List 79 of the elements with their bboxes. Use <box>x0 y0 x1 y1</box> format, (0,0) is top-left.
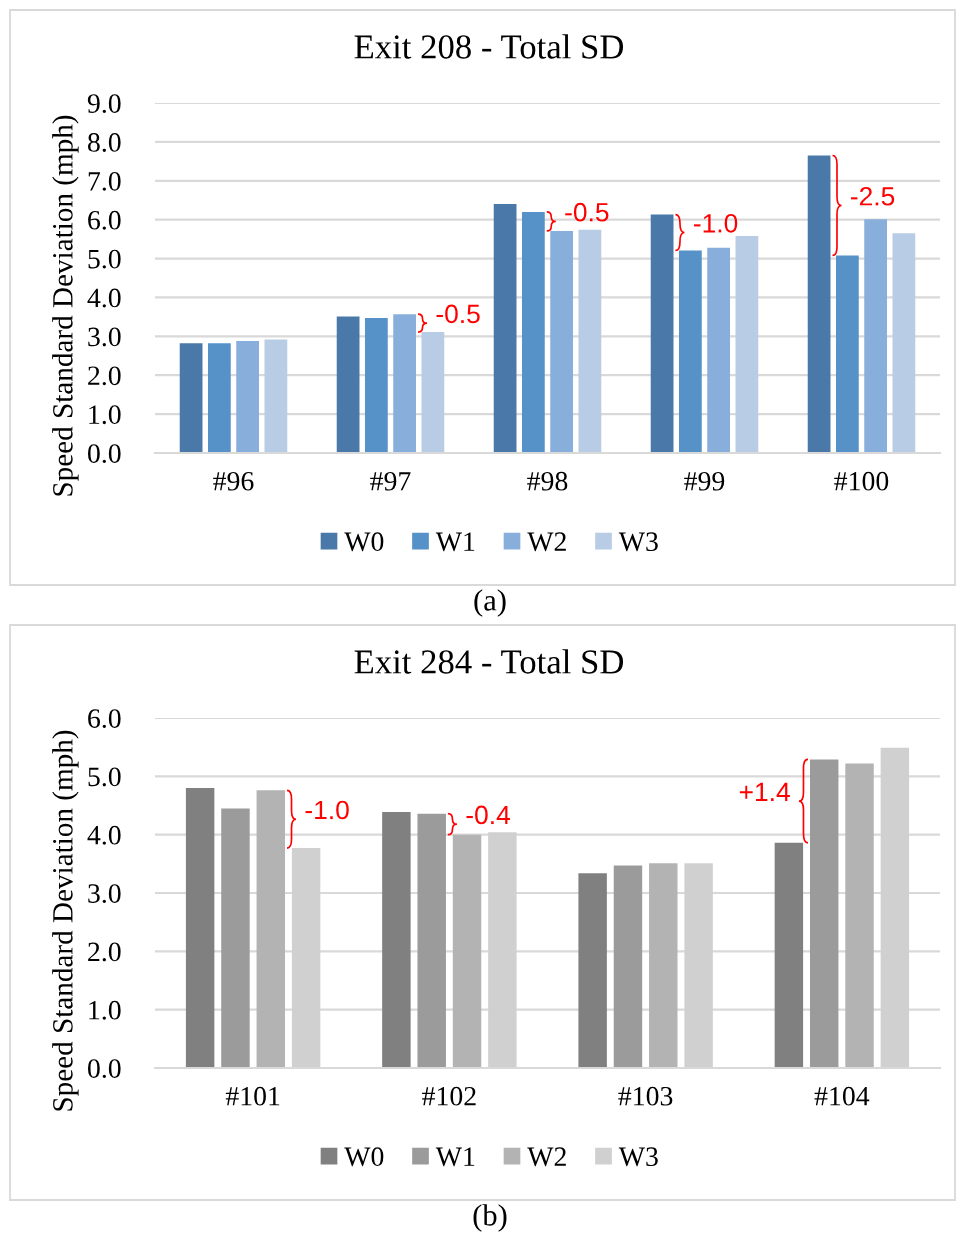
bar <box>835 255 859 453</box>
y-tick-label: 5.0 <box>88 767 121 787</box>
bar <box>578 873 607 1068</box>
bar <box>221 808 250 1068</box>
bar <box>236 341 260 453</box>
legend-label: W2 <box>527 1147 566 1167</box>
bar <box>452 834 482 1068</box>
y-tick-label: 6.0 <box>88 210 121 230</box>
y-tick-label: 3.0 <box>88 327 121 347</box>
bar <box>336 316 360 453</box>
bar <box>707 247 731 453</box>
y-axis-title: Speed Standard Deviation (mph) <box>52 115 79 496</box>
annotation: -1.0 <box>694 213 738 233</box>
y-tick-label: 4.0 <box>87 825 121 845</box>
legend-label: W0 <box>344 532 384 552</box>
y-tick-label: 3.0 <box>88 884 121 904</box>
bar <box>207 343 231 453</box>
x-tick-label: #104 <box>814 1086 870 1106</box>
y-tick-label: 8.0 <box>88 133 121 152</box>
bar <box>613 865 643 1068</box>
y-tick-label: 9.0 <box>87 94 121 114</box>
bar <box>393 314 417 453</box>
y-axis-title: Speed Standard Deviation (mph) <box>52 730 79 1111</box>
bar <box>650 214 674 453</box>
legend-label: W3 <box>618 532 658 552</box>
annotation: -1.0 <box>305 800 349 820</box>
bar <box>264 339 288 453</box>
bar <box>678 250 702 453</box>
text: (a) <box>474 589 506 617</box>
legend-label: W1 <box>435 532 475 552</box>
bar <box>521 211 545 453</box>
x-tick-label: #99 <box>684 471 725 491</box>
y-tick-label: 2.0 <box>88 942 121 962</box>
legend-label: W1 <box>435 1147 475 1167</box>
annotation: -0.5 <box>436 304 480 324</box>
bar <box>417 813 446 1068</box>
y-tick-label: 6.0 <box>88 709 121 729</box>
y-tick-label: 1.0 <box>89 1000 121 1020</box>
y-tick-label: 7.0 <box>88 171 121 191</box>
bar <box>256 790 286 1068</box>
bar <box>807 155 831 453</box>
annotation: -0.5 <box>565 202 609 222</box>
annotation: -2.5 <box>851 186 895 206</box>
bar <box>809 759 839 1068</box>
bar <box>364 318 388 453</box>
bar <box>864 219 888 453</box>
x-tick-label: #101 <box>225 1086 280 1106</box>
y-tick-label: 1.0 <box>89 405 121 425</box>
bar <box>179 343 203 453</box>
y-tick-label: 0.0 <box>88 444 121 464</box>
x-tick-label: #100 <box>834 471 889 491</box>
x-tick-label: #96 <box>213 471 254 491</box>
annotation: -0.4 <box>466 805 510 825</box>
y-tick-label: 0.0 <box>88 1059 121 1079</box>
bar <box>550 230 574 453</box>
bar <box>421 332 445 453</box>
chart-title: Exit 284 - Total SD <box>354 649 624 674</box>
bar <box>382 811 411 1068</box>
x-tick-label: #98 <box>527 471 568 491</box>
text: (b) <box>473 1204 507 1232</box>
legend-label: W0 <box>344 1147 384 1167</box>
legend-label: W3 <box>618 1147 658 1167</box>
bar <box>774 842 804 1068</box>
bar <box>578 229 602 453</box>
bar <box>892 233 916 453</box>
y-tick-label: 5.0 <box>88 249 121 269</box>
bar <box>185 788 215 1068</box>
legend-label: W2 <box>527 532 566 552</box>
y-tick-label: 2.0 <box>88 366 121 386</box>
x-tick-label: #97 <box>370 471 411 491</box>
bar <box>845 763 874 1068</box>
x-tick-label: #103 <box>618 1086 673 1106</box>
bar <box>735 236 759 453</box>
bar <box>649 863 678 1068</box>
y-tick-label: 4.0 <box>87 288 121 308</box>
annotation: +1.4 <box>739 782 790 801</box>
bar <box>493 204 517 453</box>
x-tick-label: #102 <box>422 1086 476 1106</box>
chart-title: Exit 208 - Total SD <box>354 34 624 59</box>
